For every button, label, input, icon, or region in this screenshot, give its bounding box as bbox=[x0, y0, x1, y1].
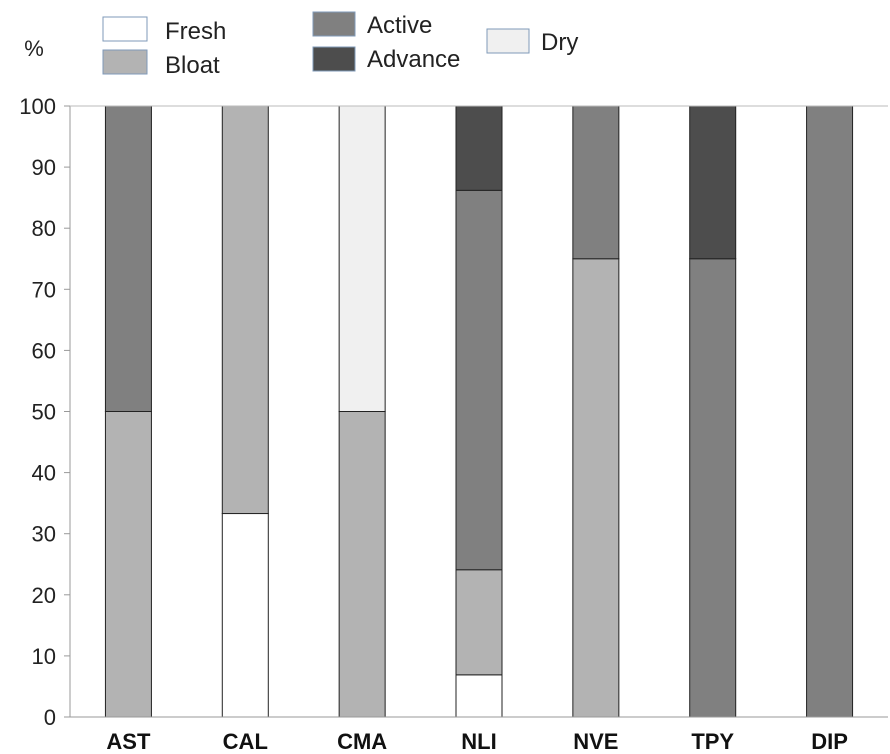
bar-segment-bloat-cma bbox=[338, 411, 386, 718]
x-tick-label: CAL bbox=[223, 729, 268, 754]
bar-segment-bloat-ast bbox=[104, 411, 152, 718]
bar-segment-fresh-cal bbox=[221, 513, 269, 718]
x-tick-label: CMA bbox=[337, 729, 387, 754]
axes bbox=[69, 105, 888, 718]
legend-label-active: Active bbox=[367, 12, 432, 39]
bar-segment-active-tpy bbox=[689, 258, 737, 718]
bar-segment-bloat-nve bbox=[572, 258, 620, 718]
y-axis-label: % bbox=[24, 36, 44, 61]
bar-segment-active-nli bbox=[455, 189, 503, 571]
bar-segment-fresh-nli bbox=[455, 674, 503, 718]
y-tick-label: 50 bbox=[32, 400, 56, 425]
legend-swatch-active bbox=[312, 11, 356, 37]
legend-label-bloat: Bloat bbox=[165, 52, 220, 79]
y-axis-ticks: 0 10 20 30 40 50 60 70 80 90 100 bbox=[19, 94, 70, 730]
legend-swatch-fresh bbox=[102, 16, 148, 42]
x-tick-label: TPY bbox=[691, 729, 734, 754]
bar-segment-bloat-cal bbox=[221, 105, 269, 515]
bars bbox=[104, 105, 854, 718]
legend-label-dry: Dry bbox=[541, 29, 578, 56]
bar-segment-active-dip bbox=[806, 105, 854, 718]
y-tick-label: 70 bbox=[32, 277, 56, 302]
legend-swatch-dry bbox=[486, 28, 530, 54]
y-tick-label: 80 bbox=[32, 216, 56, 241]
y-tick-label: 0 bbox=[44, 705, 56, 730]
y-tick-label: 60 bbox=[32, 338, 56, 363]
legend-label-fresh: Fresh bbox=[165, 18, 226, 45]
y-tick-label: 10 bbox=[32, 644, 56, 669]
bar-segment-active-nve bbox=[572, 105, 620, 260]
legend-label-advance: Advance bbox=[367, 46, 460, 73]
y-tick-label: 90 bbox=[32, 155, 56, 180]
bar-segment-active-ast bbox=[104, 105, 152, 412]
y-tick-label: 20 bbox=[32, 583, 56, 608]
bar-segment-dry-cma bbox=[338, 105, 386, 412]
x-axis-labels: AST CAL CMA NLI NVE TPY DIP bbox=[106, 729, 847, 754]
x-tick-label: DIP bbox=[811, 729, 848, 754]
x-tick-label: AST bbox=[106, 729, 151, 754]
x-tick-label: NLI bbox=[461, 729, 496, 754]
y-tick-label: 100 bbox=[19, 94, 56, 119]
bar-segment-bloat-nli bbox=[455, 569, 503, 676]
y-tick-label: 30 bbox=[32, 522, 56, 547]
legend: Fresh Bloat Active Advance Dry bbox=[102, 11, 578, 79]
bar-segment-advance-tpy bbox=[689, 105, 737, 260]
legend-swatch-bloat bbox=[102, 49, 148, 75]
bar-segment-advance-nli bbox=[455, 105, 503, 191]
y-tick-label: 40 bbox=[32, 461, 56, 486]
x-tick-label: NVE bbox=[573, 729, 618, 754]
legend-swatch-advance bbox=[312, 46, 356, 72]
